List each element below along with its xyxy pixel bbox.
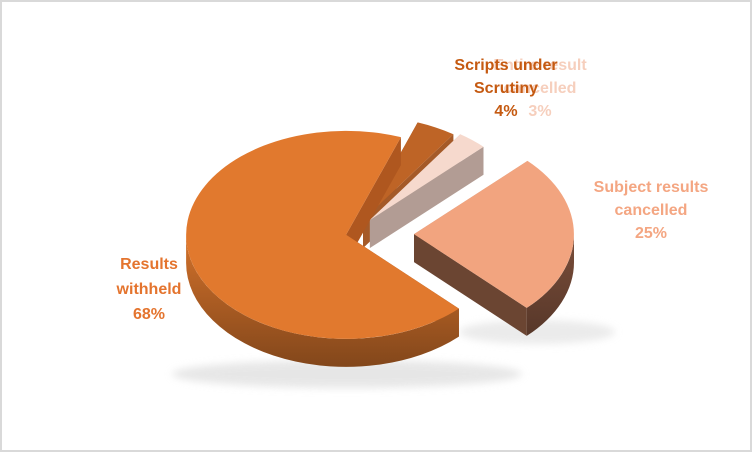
- slice-results-withheld-wall: [346, 137, 401, 263]
- data-label-results-withheld: Results withheld 68%: [117, 252, 182, 327]
- data-label-line: Subject results: [593, 179, 709, 196]
- pie-shadow: [172, 360, 522, 388]
- slice-subject-results-cancelled-rim: [526, 234, 574, 336]
- data-label-line: Scripts under: [454, 57, 558, 74]
- data-label-line: cancelled: [503, 80, 577, 97]
- data-label-line: Results: [120, 256, 178, 273]
- data-label-line: cancelled: [614, 202, 688, 219]
- slice-results-withheld-rim: [186, 234, 459, 367]
- slice-subject-results-cancelled[interactable]: [414, 160, 574, 308]
- slice-scripts-under-scrutiny[interactable]: [363, 122, 454, 221]
- data-label-value: 4%: [494, 103, 518, 120]
- data-label-line: Entire result: [493, 57, 587, 74]
- slice-entire-result-cancelled[interactable]: [369, 134, 484, 220]
- pie-shadow: [459, 320, 615, 344]
- data-label-line: withheld: [116, 281, 182, 298]
- slice-entire-result-cancelled-wall: [369, 146, 484, 248]
- data-label-value: 3%: [528, 103, 552, 120]
- data-label-value: 68%: [132, 306, 166, 323]
- slice-subject-results-cancelled-wall: [414, 234, 527, 336]
- data-label-value: 25%: [634, 225, 668, 242]
- data-label-entire-result-cancelled: Entire result cancelled 3%: [493, 54, 586, 123]
- data-label-scripts-under-scrutiny: Scripts under Scrutiny 4%: [454, 54, 557, 123]
- slice-results-withheld[interactable]: [186, 130, 459, 339]
- data-label-line: Scrutiny: [473, 80, 539, 97]
- data-label-subject-results-cancelled: Subject results cancelled 25%: [594, 176, 709, 245]
